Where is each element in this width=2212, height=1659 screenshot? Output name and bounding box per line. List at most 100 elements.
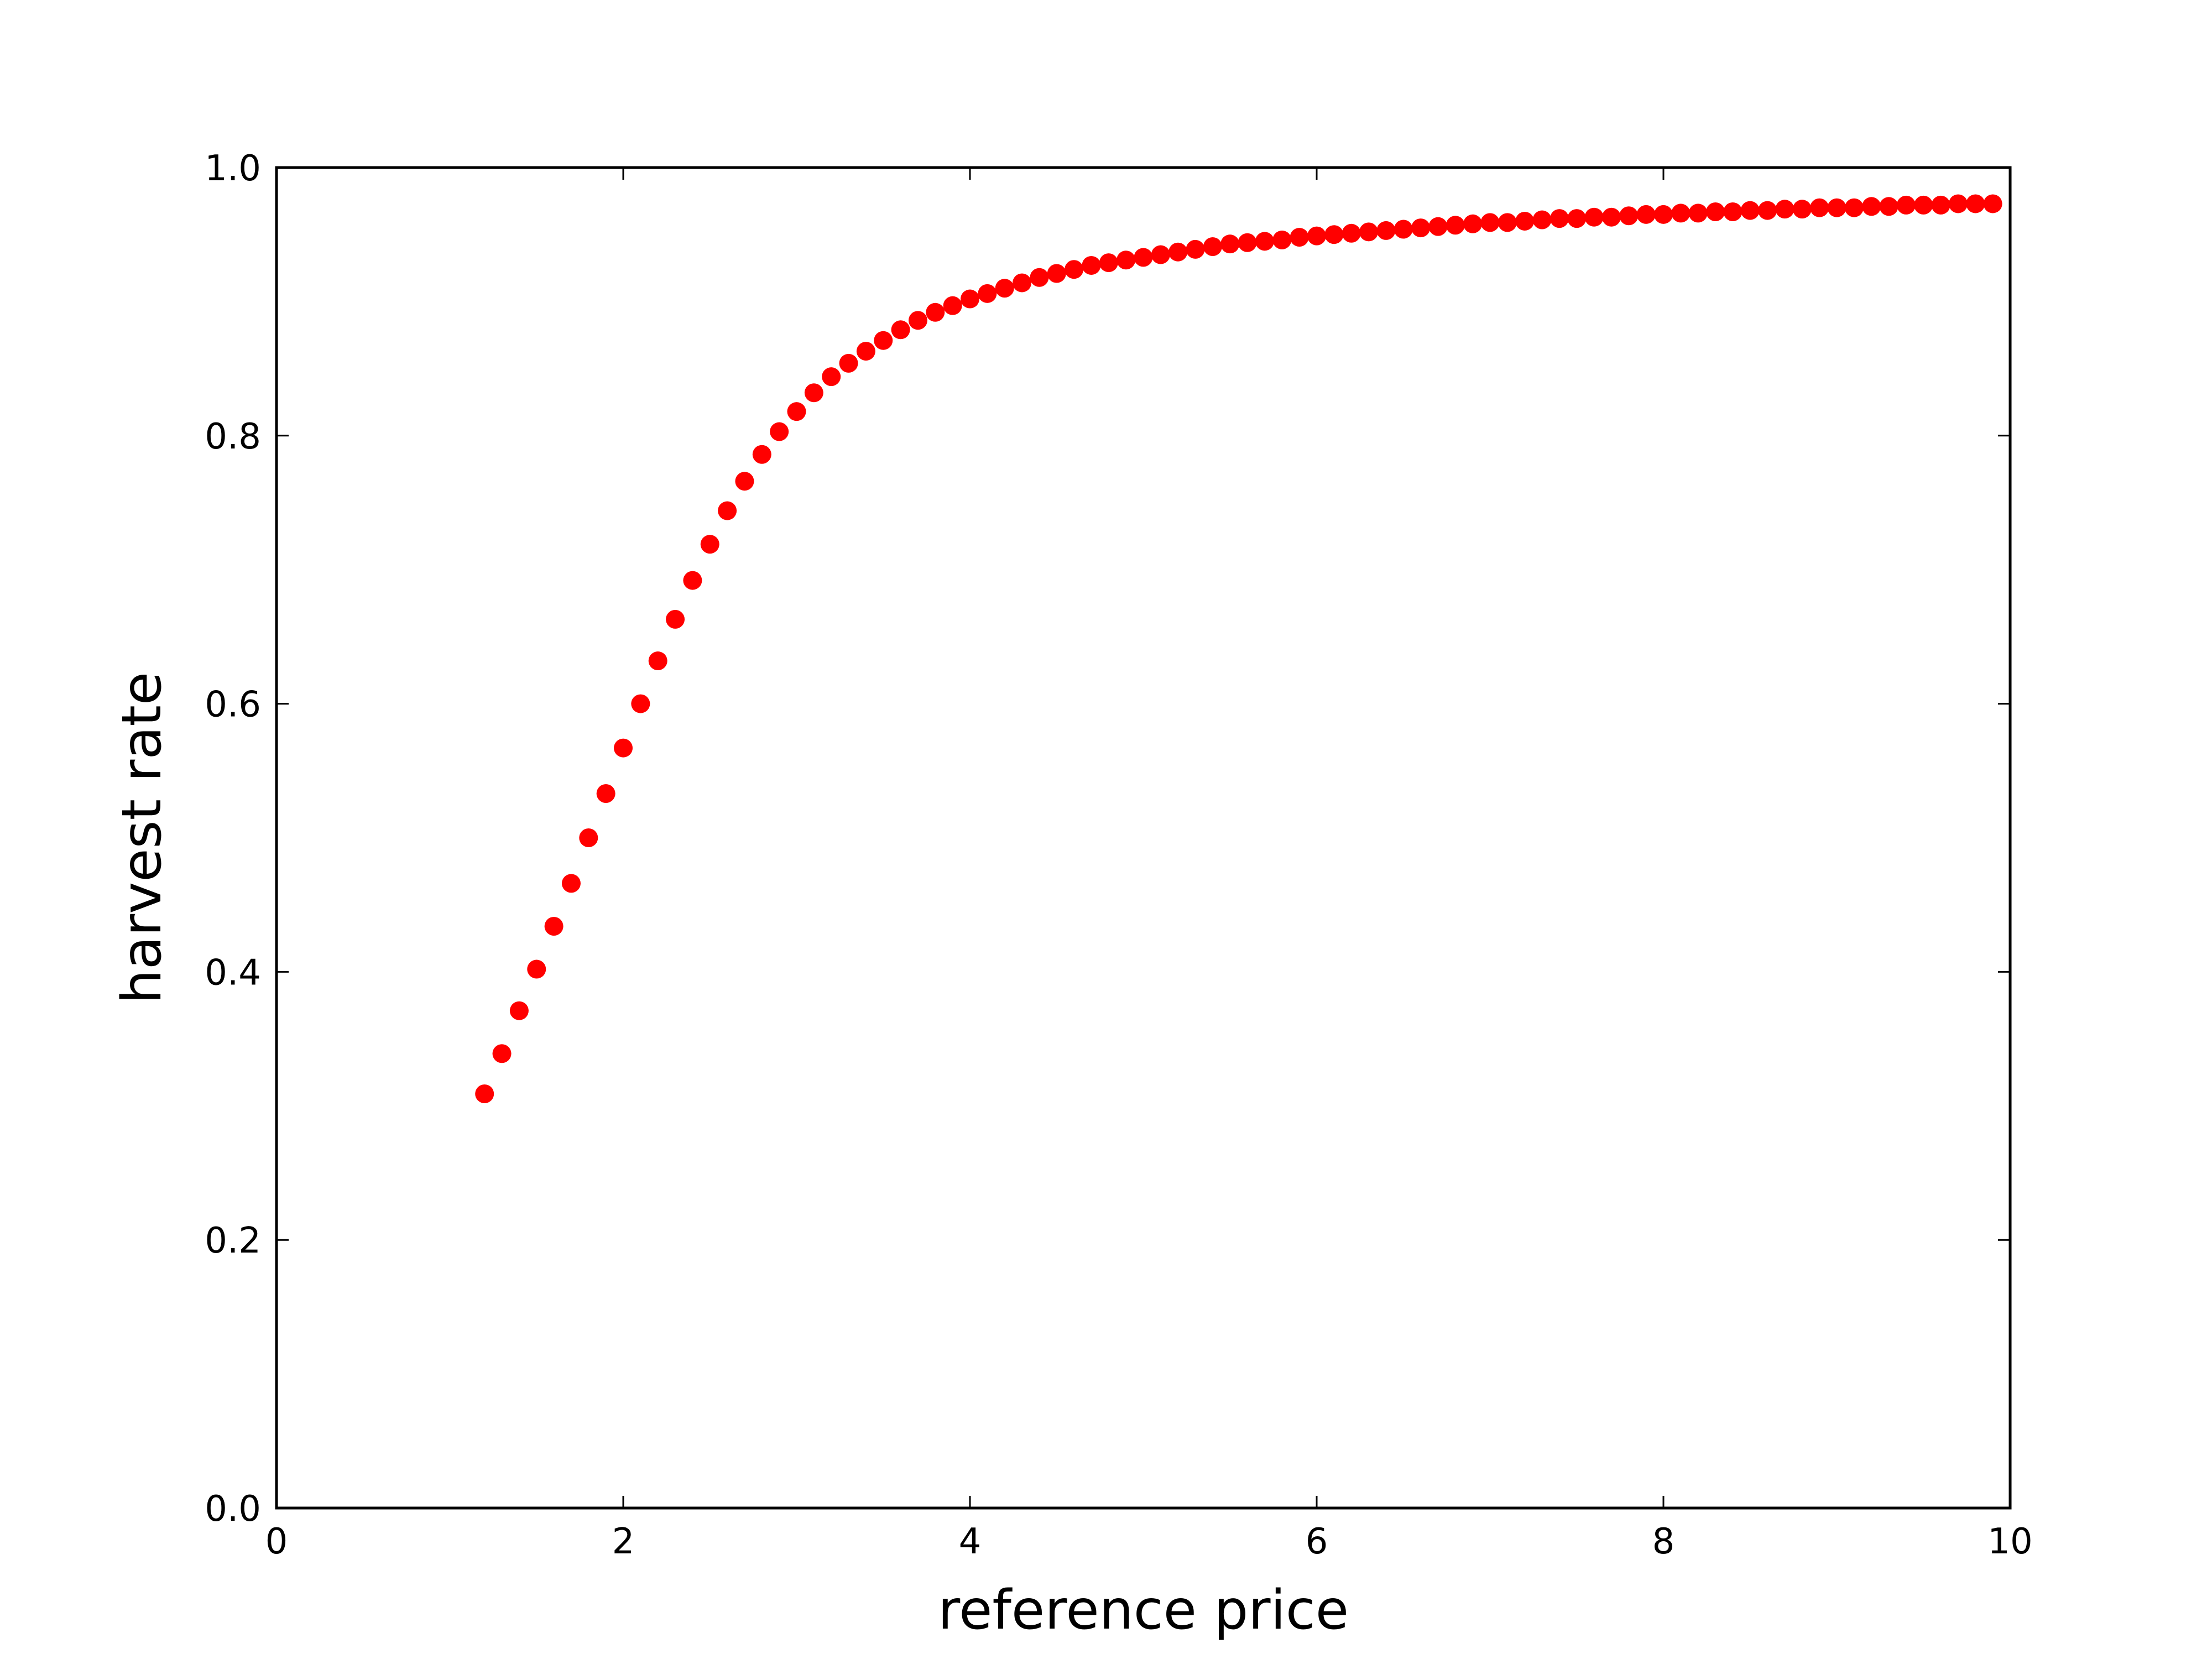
data-point <box>978 284 997 303</box>
x-tick-label: 2 <box>612 1521 635 1562</box>
data-point <box>943 296 962 315</box>
x-tick-label: 8 <box>1652 1521 1675 1562</box>
data-point <box>1290 228 1309 247</box>
data-point <box>1896 195 1916 215</box>
data-point <box>1515 211 1535 231</box>
data-point <box>1376 221 1396 240</box>
data-point <box>1706 202 1725 221</box>
data-point <box>1238 233 1257 252</box>
data-point <box>1966 194 1985 213</box>
x-axis-label: reference price <box>938 1579 1349 1642</box>
data-point <box>995 279 1014 298</box>
data-point <box>1654 205 1673 224</box>
y-axis-label: harvest rate <box>111 672 174 1004</box>
y-tick-label: 0.2 <box>205 1220 261 1261</box>
data-point <box>1723 202 1743 221</box>
data-point <box>1931 195 1950 215</box>
data-point <box>1740 201 1760 220</box>
y-tick-label: 0.6 <box>205 685 261 726</box>
data-point <box>1047 264 1066 283</box>
y-tick-label: 0.8 <box>205 416 261 457</box>
data-point <box>1914 195 1933 215</box>
data-point <box>822 367 841 387</box>
data-point <box>770 422 789 441</box>
data-point <box>856 342 875 361</box>
data-point <box>1601 207 1621 227</box>
x-tick-label: 4 <box>959 1521 982 1562</box>
data-point <box>1065 260 1084 279</box>
y-tick-label: 1.0 <box>205 148 261 189</box>
data-point <box>804 383 823 403</box>
data-point <box>1151 245 1170 264</box>
data-point <box>1792 200 1812 219</box>
data-point <box>527 959 546 979</box>
data-point <box>1584 207 1604 227</box>
data-point <box>614 738 633 758</box>
tick-labels: 0 2 4 6 8 10 0.0 0.2 0.4 0.6 0.8 1.0 <box>205 148 2033 1562</box>
data-point <box>1758 201 1777 220</box>
data-point <box>1636 205 1656 224</box>
data-point <box>1030 268 1049 287</box>
data-point <box>787 402 806 421</box>
data-point <box>509 1001 529 1020</box>
data-point <box>492 1044 512 1063</box>
data-point <box>683 571 702 590</box>
data-point <box>1082 255 1101 275</box>
data-point <box>1255 232 1274 251</box>
data-point <box>1013 273 1032 293</box>
data-point <box>1203 237 1222 257</box>
data-point <box>1220 234 1240 254</box>
data-point <box>1272 230 1292 249</box>
data-point <box>1948 194 1968 213</box>
data-point <box>1619 206 1639 226</box>
data-point <box>1498 213 1517 232</box>
data-point <box>596 784 615 804</box>
data-point <box>874 331 893 350</box>
data-point <box>1411 218 1431 238</box>
data-point <box>735 472 754 491</box>
x-tick-label: 6 <box>1306 1521 1328 1562</box>
data-points <box>475 194 2002 1103</box>
data-point <box>561 874 581 893</box>
data-point <box>839 353 858 373</box>
data-point <box>1983 194 2002 213</box>
data-point <box>1359 222 1379 242</box>
data-point <box>1567 209 1587 228</box>
data-point <box>1810 198 1829 217</box>
data-point <box>1324 225 1344 244</box>
data-point <box>631 694 650 713</box>
data-point <box>1844 198 1864 217</box>
data-point <box>1099 253 1118 273</box>
data-point <box>1463 214 1483 233</box>
data-point <box>1342 223 1361 243</box>
data-point <box>1862 197 1881 216</box>
data-point <box>1550 209 1569 228</box>
data-point <box>908 311 927 330</box>
y-tick-label: 0.4 <box>205 952 261 993</box>
data-point <box>1879 197 1898 216</box>
x-tick-label: 10 <box>1987 1521 2032 1562</box>
data-point <box>1394 220 1413 239</box>
data-point <box>1827 198 1846 217</box>
data-point <box>961 289 979 309</box>
data-point <box>1307 226 1326 246</box>
data-point <box>1688 204 1708 223</box>
data-point <box>1186 239 1205 259</box>
data-point <box>1446 216 1465 235</box>
data-point <box>1671 204 1691 223</box>
data-point <box>475 1084 494 1103</box>
data-point <box>666 609 685 629</box>
data-point <box>1117 251 1136 270</box>
y-tick-label: 0.0 <box>205 1489 261 1530</box>
data-point <box>1480 213 1500 232</box>
data-point <box>544 916 564 936</box>
data-point <box>648 651 667 671</box>
data-point <box>1134 248 1153 267</box>
plot-area-frame <box>275 166 2012 1510</box>
data-point <box>891 320 910 340</box>
data-point <box>579 828 598 847</box>
data-point <box>1428 217 1448 236</box>
data-point <box>926 302 945 322</box>
